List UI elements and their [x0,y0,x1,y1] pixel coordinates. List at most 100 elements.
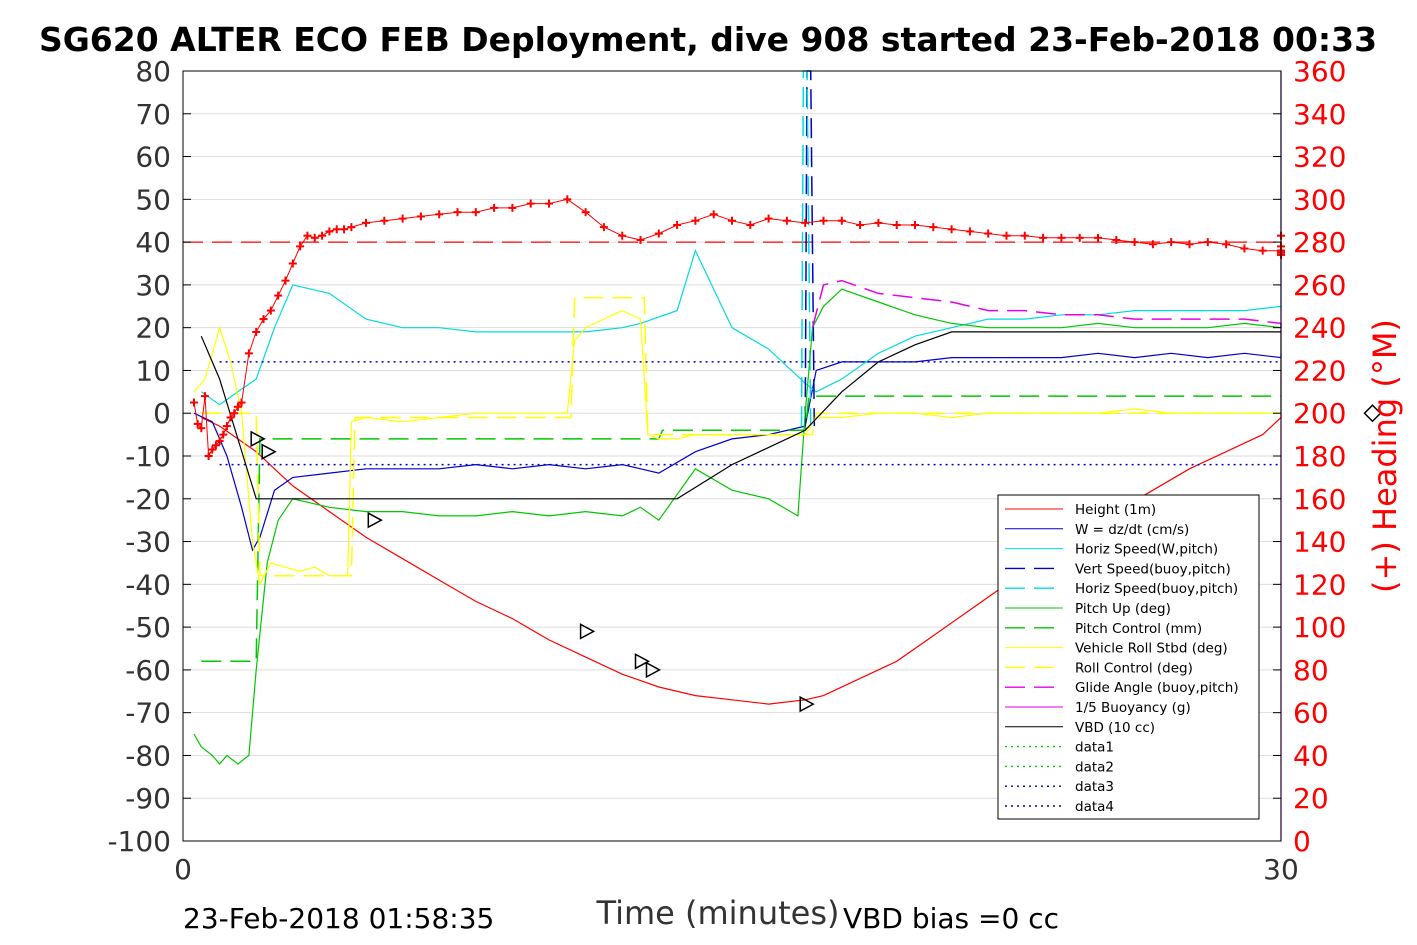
legend-label-0: Height (1m) [1075,502,1156,518]
heading-point [318,231,327,240]
x-axis: 0 30 [174,833,1299,886]
heading-point [1057,233,1066,242]
y2-tick-label: 80 [1293,654,1329,687]
heading-point [782,216,791,225]
legend-label-3: Vert Speed(buoy,pitch) [1075,561,1231,577]
series-line-5 [193,288,1282,765]
heading-point [764,214,773,223]
heading-point [837,216,846,225]
heading-point [453,208,462,217]
heading-point [303,231,312,240]
legend-label-7: Vehicle Roll Stbd (deg) [1075,641,1228,657]
footer-timestamp: 23-Feb-2018 01:58:35 [183,902,494,935]
y-tick-label: -90 [125,782,171,815]
heading-point [746,221,755,229]
right-axis-label: (+) Heading (°M) [1366,319,1404,593]
heading-point [211,441,220,450]
heading-point [965,227,974,236]
y-tick-label: -70 [125,697,171,730]
x-axis-label: Time (minutes) [596,894,840,932]
heading-point [654,229,663,238]
heading-point [222,422,231,431]
heading-point [819,216,828,225]
heading-point [288,259,297,268]
heading-point [208,445,217,454]
series-line-11 [200,331,1281,500]
y2-tick-label: 120 [1293,568,1346,601]
left-axis: 80 70 60 50 40 30 20 10 0 -10 -20 -30 -40 -50 -60 -70 -8… [107,55,191,858]
heading-point [281,276,290,285]
heading-point [1148,240,1157,249]
heading-point [266,306,275,315]
legend-label-15: data4 [1075,799,1114,815]
legend-label-4: Horiz Speed(buoy,pitch) [1075,581,1238,597]
legend-label-1: W = dz/dt (cm/s) [1075,522,1189,538]
series-line-2 [200,71,1282,406]
y-tick-label: 40 [135,226,171,259]
series-line-1 [193,352,1282,552]
y2-tick-label: 60 [1293,697,1329,730]
y2-tick-label: 280 [1293,226,1346,259]
heading-point [310,233,319,242]
legend-label-13: data2 [1075,759,1114,775]
heading-point [226,413,235,422]
y-tick-label: 60 [135,141,171,174]
y-tick-label: -20 [125,483,171,516]
heading-point [526,199,535,208]
heading-point [332,225,341,234]
heading-point [1240,244,1249,253]
heading-point [416,212,425,221]
heading-point [947,225,956,234]
y-tick-label: 50 [135,183,171,216]
y2-tick-label: 140 [1293,526,1346,559]
triangle-marker [799,695,815,713]
heading-point [1222,240,1231,249]
heading-point [874,218,883,227]
series-line-9 [811,279,1282,328]
heading-point [618,231,627,240]
heading-point [691,216,700,225]
y2-tick-label: 40 [1293,739,1329,772]
marker-layer [250,404,1382,713]
legend: Height (1m) W = dz/dt (cm/s) Horiz Speed(W… [997,494,1260,820]
heading-point [347,223,356,232]
right-axis: 3603403203002802602402202001801601401201… [1273,55,1346,858]
y-tick-label: -30 [125,526,171,559]
heading-point [856,221,865,229]
y2-tick-label: 360 [1293,55,1346,88]
heading-point [563,195,572,204]
y2-tick-label: 100 [1293,611,1346,644]
heading-point [259,315,268,324]
heading-point [1185,240,1194,249]
heading-point [1002,231,1011,240]
heading-point [435,210,444,219]
heading-point [636,235,645,244]
triangle-marker [250,430,266,448]
heading-point [340,225,349,234]
diamond-marker [1363,404,1382,423]
heading-point [709,210,718,219]
legend-label-12: data1 [1075,740,1114,756]
heading-point [244,349,253,358]
y-tick-label: 80 [135,55,171,88]
legend-label-10: 1/5 Buoyancy (g) [1075,700,1191,716]
heading-point [929,223,938,232]
heading-point [728,216,736,225]
heading-point [233,402,242,411]
y2-tick-label: 300 [1293,183,1346,216]
heading-point [380,216,389,225]
heading-point [362,218,370,227]
y-tick-label: 10 [135,354,171,387]
heading-point [189,398,198,407]
heading-point [1020,231,1029,240]
legend-label-8: Roll Control (deg) [1075,660,1193,676]
x-tick-label: 0 [174,853,192,886]
heading-point [215,437,224,446]
y2-tick-label: 20 [1293,782,1329,815]
heading-point [193,419,202,428]
series-line-3 [804,70,816,427]
triangle-marker [634,653,651,670]
y2-tick-label: 220 [1293,354,1346,387]
y-tick-label: -60 [125,654,171,687]
series-line-8 [201,296,1281,577]
